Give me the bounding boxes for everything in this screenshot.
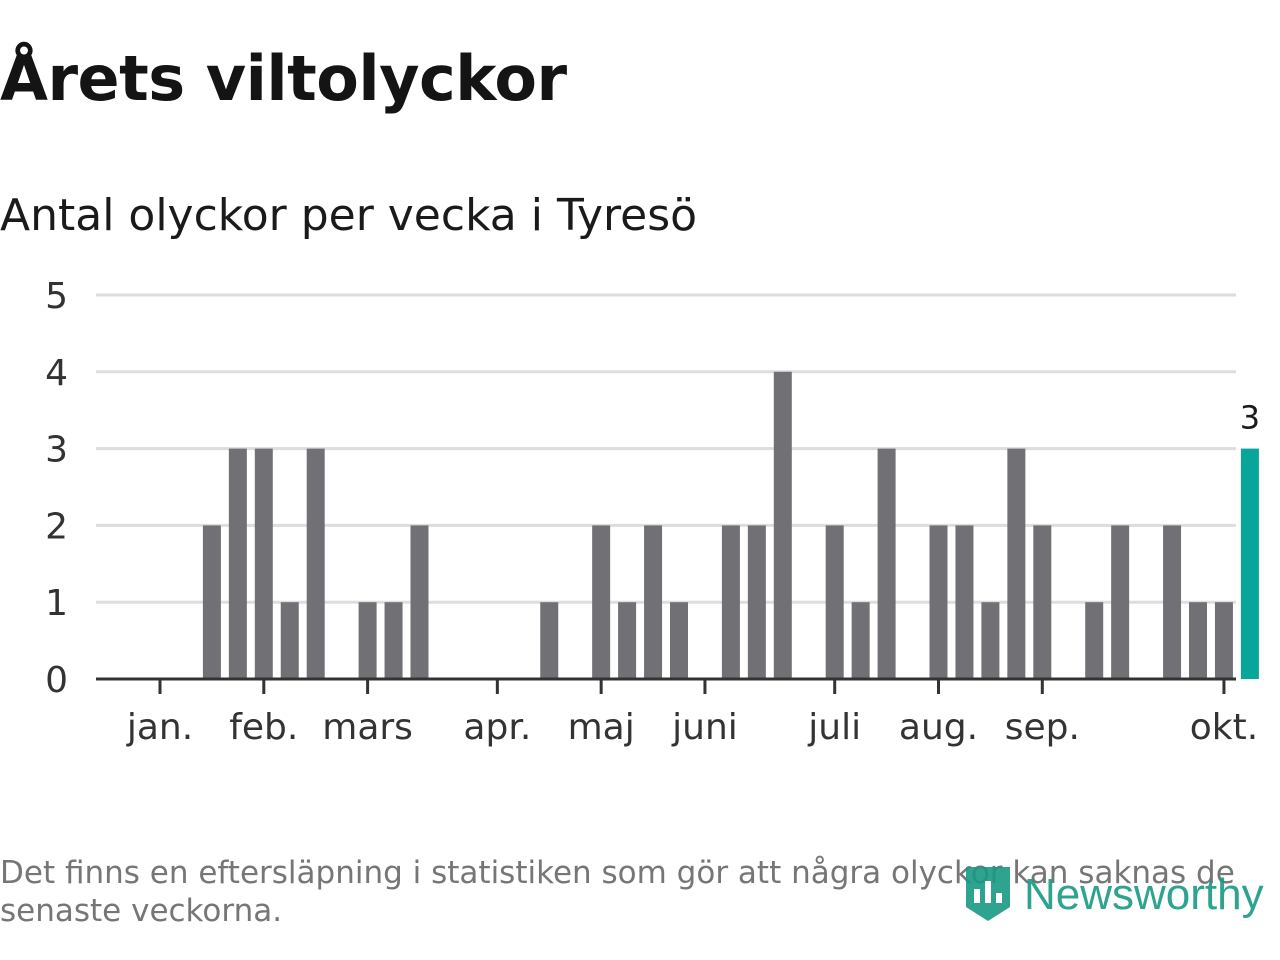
x-tick-label: jan. <box>126 707 193 748</box>
bar <box>1214 602 1233 679</box>
bar <box>306 448 325 679</box>
bar <box>280 602 299 679</box>
brand-name: Newsworthy <box>1024 870 1264 919</box>
x-tick-label: okt. <box>1190 707 1258 748</box>
bar-chart-logo-icon <box>962 861 1014 929</box>
data-labels: 3 <box>1240 399 1260 437</box>
bar <box>540 602 559 679</box>
y-tick-label: 5 <box>45 276 68 317</box>
bar <box>384 602 403 679</box>
bar <box>202 525 221 679</box>
bar <box>618 602 637 679</box>
bar <box>254 448 273 679</box>
y-axis-ticks: 0 1 2 3 4 5 <box>45 276 68 701</box>
bar <box>929 525 948 679</box>
x-tick-label: maj <box>568 707 635 748</box>
bar <box>851 602 870 679</box>
bar <box>410 525 429 679</box>
x-axis-ticks: jan. feb. mars apr. maj juni juli aug. sep. okt. <box>126 679 1258 748</box>
bar <box>358 602 377 679</box>
bar <box>1085 602 1104 679</box>
highlight-bar <box>1240 448 1259 679</box>
bar <box>1007 448 1026 679</box>
x-tick-label: juli <box>807 707 861 748</box>
bar <box>644 525 663 679</box>
bar <box>773 371 792 679</box>
y-tick-label: 3 <box>45 430 68 471</box>
data-label: 3 <box>1240 399 1260 437</box>
bar <box>721 525 740 679</box>
newsworthy-logo[interactable]: Newsworthy <box>962 862 1264 928</box>
bars <box>202 371 1259 679</box>
x-tick-label: mars <box>322 707 413 748</box>
bar <box>825 525 844 679</box>
x-tick-label: aug. <box>899 707 978 748</box>
bar <box>670 602 688 679</box>
bar <box>1189 602 1207 679</box>
chart-subtitle: Antal olyckor per vecka i Tyresö <box>0 190 698 241</box>
y-tick-label: 2 <box>45 506 68 547</box>
bar <box>981 602 1000 679</box>
bar <box>1163 525 1182 679</box>
page-title: Årets viltolyckor <box>0 42 567 115</box>
bar <box>877 448 896 679</box>
x-tick-label: sep. <box>1005 707 1080 748</box>
y-tick-label: 1 <box>45 583 68 624</box>
bar <box>955 525 974 679</box>
x-tick-label: feb. <box>229 707 298 748</box>
y-tick-label: 4 <box>45 353 68 394</box>
bar <box>1111 525 1130 679</box>
bar <box>592 525 611 679</box>
footnote: Det finns en eftersläpning i statistiken… <box>0 855 1235 929</box>
x-tick-label: juni <box>671 707 738 748</box>
y-tick-label: 0 <box>45 660 68 701</box>
bar <box>1033 525 1052 679</box>
bar <box>228 448 247 679</box>
x-tick-label: apr. <box>463 707 531 748</box>
bar <box>747 525 766 679</box>
